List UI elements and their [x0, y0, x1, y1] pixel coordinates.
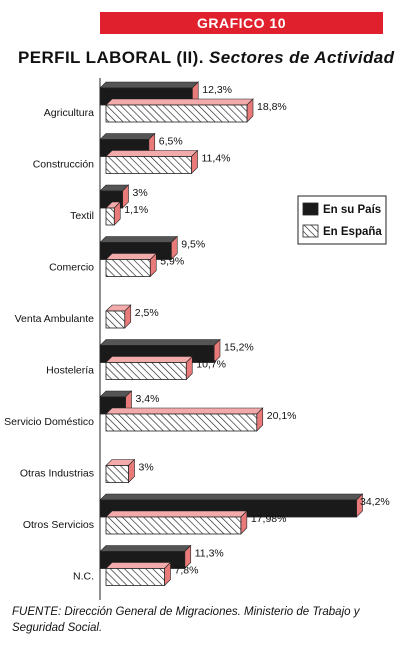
data-label: 6,5%: [159, 136, 183, 148]
bar-top-en-espana: [105, 150, 199, 157]
data-label: 2,5%: [135, 307, 159, 319]
bar-top-en-su-pais: [99, 339, 221, 346]
category-label: Hostelería: [46, 365, 94, 377]
bar-en-espana: [105, 310, 126, 329]
bar-en-espana: [105, 207, 115, 226]
bar-top-en-su-pais: [99, 493, 364, 501]
chart-title: PERFIL LABORAL (II). Sectores de Activid…: [18, 48, 394, 68]
source-note: FUENTE: Dirección General de Migraciones…: [12, 606, 360, 634]
bar-en-espana: [105, 259, 151, 277]
data-label: 18,8%: [257, 101, 287, 113]
bar-top-en-su-pais: [99, 236, 178, 243]
bar-top-en-espana: [105, 356, 193, 363]
legend-label: En su País: [323, 204, 381, 216]
bar-chart: Agricultura 12,3% 18,8% Construcción 6,5% 11,…: [4, 78, 390, 600]
legend-swatch: [302, 224, 319, 238]
bar-en-espana: [105, 568, 165, 586]
data-label: 17,98%: [251, 513, 287, 525]
legend-swatch: [302, 202, 319, 216]
data-label: 11,4%: [202, 153, 231, 165]
category-label: Construcción: [33, 159, 94, 171]
bar-top-en-espana: [105, 562, 172, 569]
data-label: 1,1%: [124, 204, 148, 216]
legend-label: En España: [323, 226, 382, 238]
bar-en-espana: [105, 465, 129, 483]
legend: En su País En España: [297, 195, 387, 245]
bar-en-espana: [105, 156, 192, 174]
category-label: Comercio: [49, 262, 94, 274]
bar-top-en-espana: [105, 98, 254, 106]
bar-en-espana: [105, 516, 242, 535]
bar-en-espana: [105, 413, 258, 432]
data-label: 7,8%: [175, 565, 199, 577]
data-label: 3%: [133, 187, 148, 199]
bar-en-espana: [105, 104, 248, 123]
category-label: Otras Industrias: [20, 468, 94, 480]
data-label: 11,3%: [195, 548, 224, 560]
bar-en-espana: [105, 362, 187, 380]
data-label: 9,5%: [181, 239, 205, 251]
data-label: 3,4%: [136, 393, 160, 405]
bar-top-en-su-pais: [99, 133, 156, 140]
data-label: 12,3%: [202, 84, 232, 96]
data-label: 3%: [139, 462, 154, 474]
chart-title-main: PERFIL LABORAL (II).: [18, 48, 204, 67]
category-label: Textil: [70, 210, 94, 222]
category-label: Venta Ambulante: [15, 313, 95, 325]
data-label: 10,7%: [196, 359, 226, 371]
data-label: 15,2%: [224, 342, 254, 354]
category-label: Otros Servicios: [23, 519, 94, 531]
chart-number-badge: GRAFICO 10: [100, 12, 383, 34]
category-label: Agricultura: [44, 107, 94, 119]
bar-top-en-espana: [105, 510, 248, 518]
bar-top-en-espana: [105, 253, 157, 260]
bar-top-en-su-pais: [99, 81, 199, 89]
data-label: 20,1%: [267, 410, 297, 422]
category-label: N.C.: [73, 571, 94, 583]
data-label: 34,2%: [360, 496, 390, 508]
chart-title-sub: Sectores de Actividad: [209, 48, 395, 67]
bar-top-en-su-pais: [99, 545, 192, 552]
category-label: Servicio Doméstico: [4, 416, 94, 428]
data-label: 5,9%: [160, 256, 184, 268]
bar-top-en-espana: [105, 407, 264, 415]
